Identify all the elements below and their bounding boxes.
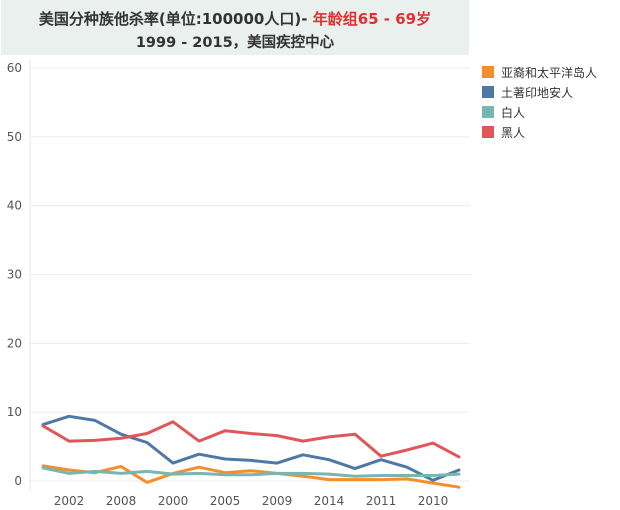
legend-swatch — [482, 86, 494, 98]
legend-item: 土著印地安人 — [482, 82, 597, 102]
legend-label: 白人 — [501, 105, 526, 120]
y-tick-label: 60 — [7, 61, 22, 75]
x-tick-label: 2002 — [54, 494, 85, 508]
y-tick-label: 40 — [7, 199, 22, 213]
legend-label: 亚裔和太平洋岛人 — [501, 65, 598, 80]
series-lines — [41, 414, 461, 489]
chart-title-prefix: 美国分种族他杀率(单位:100000人口)- — [38, 10, 308, 28]
series-line — [41, 420, 461, 459]
legend-label: 黑人 — [501, 125, 526, 140]
chart-title: 美国分种族他杀率(单位:100000人口)- 年龄组65 - 69岁 — [1, 8, 469, 29]
y-tick-label: 20 — [7, 336, 22, 350]
x-tick-label: 2008 — [106, 494, 137, 508]
legend: 亚裔和太平洋岛人 土著印地安人 白人黑人 — [482, 62, 597, 142]
legend-swatch — [482, 106, 494, 118]
y-axis: 0 10 20 30 40 50 60 — [7, 60, 31, 490]
y-tick-label: 30 — [7, 268, 22, 282]
chart-title-highlight: 年龄组65 - 69岁 — [312, 10, 432, 28]
x-axis: 2002 2008 2000 2005 2009 2014 2011 2010 — [54, 494, 449, 508]
y-tick-label: 10 — [7, 405, 22, 419]
chart-subtitle: 1999 - 2015，美国疾控中心 — [135, 35, 335, 51]
gridlines — [30, 67, 470, 482]
y-tick-label: 50 — [7, 130, 22, 144]
legend-label: 土著印地安人 — [501, 85, 574, 100]
legend-item: 亚裔和太平洋岛人 — [482, 62, 597, 82]
legend-item: 白人 — [482, 102, 597, 122]
legend-swatch — [482, 66, 494, 78]
x-tick-label: 2010 — [418, 494, 449, 508]
x-tick-label: 2000 — [158, 494, 189, 508]
series-line — [41, 466, 461, 478]
legend-item: 黑人 — [482, 122, 597, 142]
x-tick-label: 2005 — [210, 494, 241, 508]
y-tick-label: 0 — [14, 474, 22, 488]
legend-swatch — [482, 126, 494, 138]
x-tick-label: 2011 — [366, 494, 397, 508]
series-line — [41, 414, 461, 482]
x-tick-label: 2009 — [262, 494, 293, 508]
series-line — [41, 464, 461, 489]
chart-title-box: 美国分种族他杀率(单位:100000人口)- 年龄组65 - 69岁 1999 … — [1, 0, 469, 55]
x-tick-label: 2014 — [314, 494, 345, 508]
